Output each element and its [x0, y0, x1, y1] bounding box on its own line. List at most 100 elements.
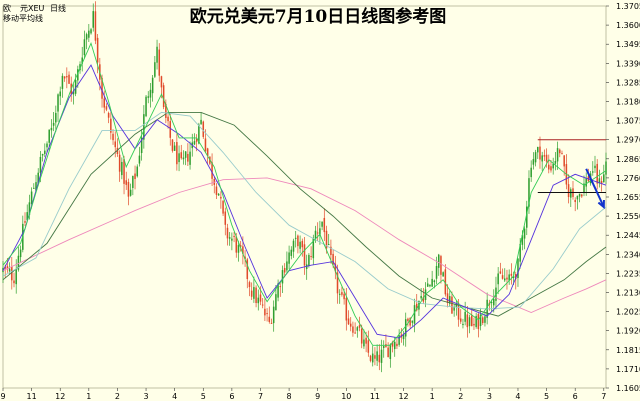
candle-body [103, 98, 106, 108]
candle-body [336, 272, 339, 294]
candle-body [453, 306, 455, 311]
candle-body [347, 318, 350, 325]
x-tick-label: 1 [430, 392, 435, 401]
candle-body [545, 154, 548, 162]
candle-body [567, 184, 570, 198]
legend-instrument: 元XEU [20, 4, 45, 13]
candle-body [420, 295, 422, 299]
y-tick-label: 1.2235 [616, 269, 640, 278]
candle-body [327, 244, 330, 246]
candle-body [391, 341, 394, 347]
candle-body [178, 153, 180, 163]
candle-body [59, 91, 61, 97]
candle-body [52, 122, 55, 126]
y-tick-label: 1.2655 [616, 193, 640, 202]
candle-body [235, 236, 238, 253]
candle-body [369, 355, 372, 361]
candle-body [413, 305, 416, 324]
candle-body [239, 245, 242, 247]
candle-body [266, 313, 268, 315]
candle-body [451, 296, 453, 314]
y-tick-label: 1.3285 [616, 78, 640, 87]
candle-body [294, 237, 297, 239]
candle-body [270, 322, 273, 324]
candle-body [250, 290, 253, 297]
candle-body [156, 46, 158, 63]
candle-body [389, 344, 392, 360]
candle-body [303, 244, 306, 266]
candle-body [244, 256, 246, 260]
candle-body [8, 268, 11, 272]
candle-body [334, 263, 337, 272]
candle-body [112, 133, 114, 141]
candle-body [46, 143, 48, 148]
candle-body [242, 246, 244, 254]
candle-body [422, 297, 425, 302]
x-tick-label: 4 [515, 392, 520, 401]
x-axis: 9 11 12 1 2 3 4 5 6 7 8 9 10 11 12 1 2 3 4 5 6 7 [0, 388, 606, 401]
candle-body [477, 314, 480, 330]
y-tick-label: 1.3705 [616, 2, 640, 11]
y-tick-label: 1.1605 [616, 384, 640, 393]
candle-body [363, 339, 365, 347]
candle-body [374, 355, 376, 359]
candle-body [473, 323, 475, 326]
ma-slow-line [2, 111, 607, 310]
candle-body [195, 138, 198, 142]
candle-body [200, 119, 202, 125]
candle-body [603, 174, 605, 183]
candle-body [435, 266, 438, 279]
candle-body [385, 344, 387, 348]
candle-body [539, 146, 541, 160]
x-tick-label: 7 [601, 392, 606, 401]
candle-body [171, 139, 174, 151]
candle-body [48, 129, 50, 143]
candle-body [455, 303, 458, 308]
candle-body [310, 256, 312, 258]
candle-body [15, 269, 17, 285]
candle-body [184, 151, 187, 158]
candle-body [253, 287, 255, 299]
candle-body [63, 76, 66, 79]
candle-body [110, 118, 112, 133]
candle-body [127, 181, 130, 197]
candle-body [532, 159, 535, 165]
candle-body [154, 62, 156, 77]
candle-body [50, 127, 53, 131]
candle-body [264, 308, 266, 316]
candle-body [345, 297, 348, 321]
candle-body [319, 228, 321, 236]
candle-body [290, 249, 293, 256]
candle-body [79, 64, 81, 71]
candle-body [581, 194, 583, 197]
candle-body [33, 187, 35, 189]
x-tick-label: 6 [573, 392, 578, 401]
candle-body [6, 266, 9, 270]
candle-body [321, 221, 323, 227]
candle-body [162, 85, 165, 108]
candle-body [222, 200, 224, 214]
candle-body [404, 319, 407, 337]
candle-body [228, 237, 231, 239]
candle-body [492, 299, 495, 306]
candle-body [217, 193, 220, 196]
candle-body [446, 293, 449, 303]
candle-body [39, 156, 42, 173]
trend-arrow-shaft [585, 168, 605, 208]
candle-body [437, 254, 440, 268]
candle-body [231, 238, 233, 241]
candle-body [561, 153, 563, 155]
candle-body [129, 189, 132, 196]
candle-body [521, 235, 524, 245]
candle-body [543, 155, 546, 157]
candle-body [517, 258, 519, 279]
candle-body [24, 221, 26, 223]
candle-body [94, 11, 97, 41]
candle-body [138, 155, 141, 164]
candle-body [468, 317, 471, 327]
candle-body [167, 116, 169, 122]
candle-body [233, 235, 235, 237]
candle-body [398, 335, 400, 345]
candle-body [189, 151, 191, 165]
candle-body [409, 317, 411, 326]
